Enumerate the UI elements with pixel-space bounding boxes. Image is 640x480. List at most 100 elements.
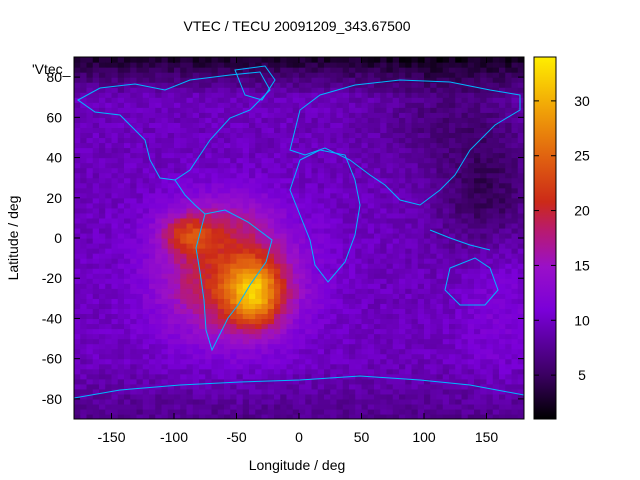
heatmap-cells bbox=[74, 57, 524, 419]
heatmap-cell bbox=[117, 323, 125, 330]
heatmap-cell bbox=[167, 192, 175, 199]
heatmap-cell bbox=[80, 67, 88, 73]
heatmap-cell bbox=[486, 167, 494, 174]
heatmap-cell bbox=[492, 187, 500, 194]
heatmap-cell bbox=[142, 192, 150, 199]
heatmap-cell bbox=[411, 142, 419, 149]
heatmap-cell bbox=[474, 398, 481, 405]
heatmap-cell bbox=[136, 217, 144, 224]
heatmap-cell bbox=[330, 393, 338, 400]
heatmap-cell bbox=[467, 398, 475, 405]
heatmap-cell bbox=[349, 222, 356, 229]
heatmap-cell bbox=[299, 298, 306, 304]
heatmap-cell bbox=[292, 333, 300, 340]
heatmap-cell bbox=[124, 363, 131, 370]
heatmap-cell bbox=[86, 87, 94, 93]
heatmap-cell bbox=[355, 343, 363, 350]
heatmap-cell bbox=[111, 152, 119, 159]
heatmap-cell bbox=[417, 358, 425, 365]
heatmap-cell bbox=[311, 112, 319, 118]
heatmap-cell bbox=[267, 167, 275, 174]
heatmap-cell bbox=[286, 348, 294, 355]
heatmap-cell bbox=[342, 97, 350, 103]
heatmap-cell bbox=[111, 333, 119, 340]
heatmap-cell bbox=[130, 248, 138, 254]
heatmap-cell bbox=[105, 182, 113, 189]
heatmap-cell bbox=[467, 403, 475, 410]
heatmap-cell bbox=[324, 293, 331, 299]
heatmap-cell bbox=[467, 273, 475, 279]
heatmap-cell bbox=[192, 222, 200, 229]
heatmap-cell bbox=[74, 303, 81, 309]
heatmap-cell bbox=[374, 348, 381, 355]
heatmap-cell bbox=[130, 243, 138, 249]
heatmap-cell bbox=[430, 383, 438, 390]
heatmap-cell bbox=[430, 373, 438, 380]
heatmap-cell bbox=[324, 338, 331, 345]
heatmap-cell bbox=[492, 122, 500, 128]
heatmap-cell bbox=[236, 368, 244, 375]
heatmap-cell bbox=[480, 107, 488, 113]
heatmap-cell bbox=[274, 217, 281, 224]
heatmap-cell bbox=[280, 117, 288, 123]
heatmap-cell bbox=[155, 363, 163, 370]
heatmap-cell bbox=[142, 353, 150, 360]
heatmap-cell bbox=[92, 182, 100, 189]
heatmap-cell bbox=[74, 378, 81, 385]
heatmap-cell bbox=[424, 147, 431, 154]
heatmap-cell bbox=[211, 222, 219, 229]
heatmap-cell bbox=[242, 107, 250, 113]
heatmap-cell bbox=[417, 92, 425, 98]
heatmap-cell bbox=[142, 207, 150, 214]
heatmap-cell bbox=[430, 238, 438, 244]
heatmap-cell bbox=[136, 298, 144, 304]
heatmap-cell bbox=[486, 197, 494, 204]
heatmap-cell bbox=[136, 122, 144, 128]
heatmap-cell bbox=[130, 112, 138, 118]
heatmap-cell bbox=[342, 172, 350, 179]
heatmap-cell bbox=[167, 303, 175, 309]
heatmap-cell bbox=[436, 288, 444, 294]
heatmap-cell bbox=[355, 313, 363, 320]
heatmap-cell bbox=[280, 82, 288, 88]
heatmap-cell bbox=[380, 57, 388, 63]
heatmap-cell bbox=[117, 67, 125, 73]
heatmap-cell bbox=[292, 258, 300, 264]
heatmap-cell bbox=[449, 313, 456, 320]
heatmap-cell bbox=[149, 243, 156, 249]
heatmap-cell bbox=[436, 82, 444, 88]
heatmap-cell bbox=[405, 353, 413, 360]
heatmap-cell bbox=[380, 283, 388, 289]
heatmap-cell bbox=[430, 338, 438, 345]
heatmap-cell bbox=[130, 293, 138, 299]
heatmap-cell bbox=[199, 308, 206, 315]
heatmap-cell bbox=[355, 398, 363, 405]
heatmap-cell bbox=[430, 77, 438, 83]
heatmap-cell bbox=[305, 67, 313, 73]
heatmap-cell bbox=[305, 92, 313, 98]
heatmap-cell bbox=[361, 333, 369, 340]
heatmap-cell bbox=[255, 222, 263, 229]
heatmap-cell bbox=[499, 112, 506, 118]
heatmap-cell bbox=[74, 308, 81, 315]
heatmap-cell bbox=[180, 253, 188, 259]
heatmap-cell bbox=[130, 263, 138, 269]
heatmap-cell bbox=[167, 258, 175, 264]
heatmap-cell bbox=[117, 318, 125, 325]
heatmap-cell bbox=[292, 232, 300, 239]
heatmap-cell bbox=[142, 393, 150, 400]
heatmap-cell bbox=[367, 248, 375, 254]
heatmap-cell bbox=[361, 157, 369, 164]
heatmap-cell bbox=[305, 97, 313, 103]
heatmap-cell bbox=[236, 62, 244, 68]
heatmap-cell bbox=[274, 62, 281, 68]
heatmap-cell bbox=[199, 172, 206, 179]
heatmap-cell bbox=[130, 152, 138, 159]
heatmap-cell bbox=[436, 413, 444, 419]
heatmap-cell bbox=[367, 62, 375, 68]
heatmap-cell bbox=[492, 238, 500, 244]
heatmap-cell bbox=[355, 288, 363, 294]
heatmap-cell bbox=[449, 353, 456, 360]
heatmap-cell bbox=[349, 162, 356, 169]
heatmap-cell bbox=[142, 187, 150, 194]
